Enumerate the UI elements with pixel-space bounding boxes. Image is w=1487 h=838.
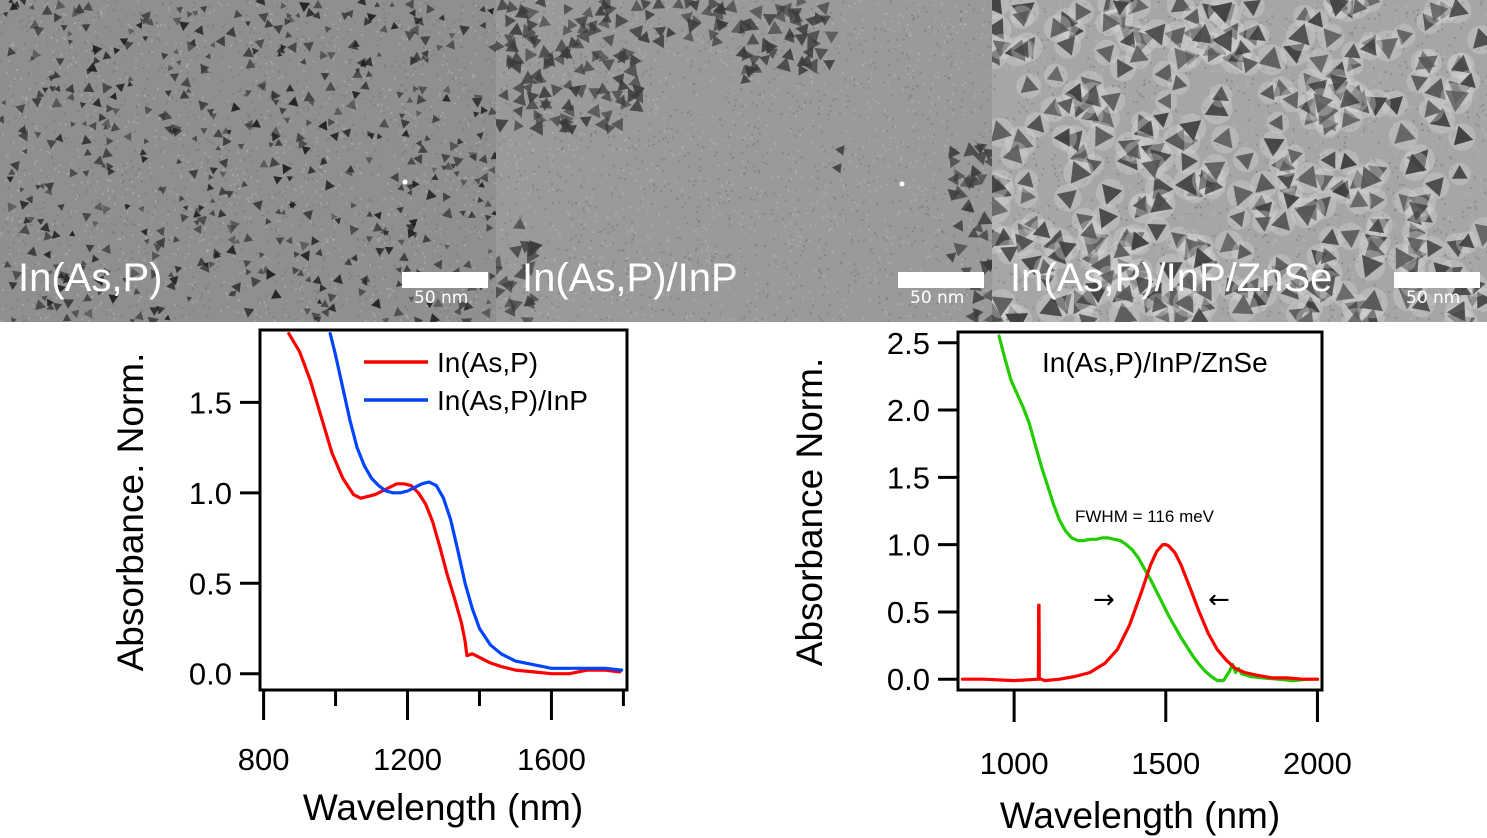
tem-image-3 <box>992 0 1487 322</box>
c2-xtick-label: 1500 <box>1131 746 1200 781</box>
tem-noise <box>0 0 496 322</box>
chart-right: Absorbance Norm. Wavelength (nm) 0.0 0.5 1… <box>789 326 1352 836</box>
tem-panel-1: In(As,P) 50 nm <box>0 0 496 322</box>
scale-bar-3 <box>1394 272 1480 288</box>
tem-particles <box>992 0 1487 322</box>
tem-label-3: In(As,P)/InP/ZnSe <box>1010 256 1333 300</box>
c1-xtick-label: 1600 <box>517 742 586 777</box>
tem-artifact <box>402 179 408 185</box>
tem-label-1: In(As,P) <box>18 256 163 300</box>
c2-ytick-label: 1.0 <box>887 528 930 563</box>
scale-bar-2 <box>898 272 984 288</box>
c2-xtick-label: 1000 <box>980 746 1049 781</box>
fwhm-arrow-right: → <box>1093 585 1115 615</box>
scale-bar-1 <box>402 272 488 288</box>
c2-plot-frame <box>956 330 1324 692</box>
c1-xtick-label: 1200 <box>373 742 442 777</box>
tem-image-1 <box>0 0 496 322</box>
c2-ytick-label: 2.5 <box>887 326 930 361</box>
c1-xtick-label: 800 <box>238 742 290 777</box>
tem-particles <box>496 0 992 322</box>
c1-ytick-label: 0.0 <box>189 657 232 692</box>
tem-label-2: In(As,P)/InP <box>522 256 738 300</box>
tem-particles <box>0 0 496 322</box>
chart-left-xlabel: Wavelength (nm) <box>303 787 583 828</box>
c1-ytick-label: 1.0 <box>189 476 232 511</box>
c1-series-in-as-p- <box>287 332 622 676</box>
chart-left-ylabel: Absorbance. Norm. <box>110 353 151 672</box>
c1-ytick-label: 1.5 <box>189 385 232 420</box>
c2-ytick-label: 2.0 <box>887 393 930 428</box>
fwhm-arrow-left: ← <box>1208 585 1230 615</box>
c2-ytick-label: 0.0 <box>887 662 930 697</box>
tem-noise <box>496 0 992 322</box>
scale-bar-label-1: 50 nm <box>414 288 469 308</box>
chart-left: Absorbance. Norm. Wavelength (nm) 0.0 0.5… <box>110 328 629 828</box>
chart-left-legend: In(As,P) In(As,P)/InP <box>364 347 588 416</box>
fwhm-annotation: FWHM = 116 meV <box>1075 507 1215 526</box>
c2-series-absorbance <box>997 334 1320 683</box>
tem-image-2 <box>496 0 992 322</box>
scale-bar-label-3: 50 nm <box>1406 288 1461 308</box>
c1-plot-frame <box>258 328 629 692</box>
legend-label-in-as-p: In(As,P) <box>437 347 538 378</box>
c1-ytick-label: 0.5 <box>189 566 232 601</box>
tem-artifact <box>899 181 905 187</box>
c2-series-photoluminescence <box>960 543 1320 683</box>
c2-ytick-label: 0.5 <box>887 595 930 630</box>
c2-xtick-label: 2000 <box>1283 746 1352 781</box>
scale-bar-label-2: 50 nm <box>910 288 965 308</box>
legend-label-in-as-p-inp: In(As,P)/InP <box>437 385 588 416</box>
tem-panel-2: In(As,P)/InP 50 nm <box>496 0 992 322</box>
chart-right-sample-label: In(As,P)/InP/ZnSe <box>1042 347 1268 378</box>
c1-series-in-as-p-inp <box>328 332 624 672</box>
chart-right-ylabel: Absorbance Norm. <box>789 358 830 666</box>
chart-right-xlabel: Wavelength (nm) <box>1000 795 1280 836</box>
tem-panel-3: In(As,P)/InP/ZnSe 50 nm <box>992 0 1487 322</box>
c2-ytick-label: 1.5 <box>887 460 930 495</box>
